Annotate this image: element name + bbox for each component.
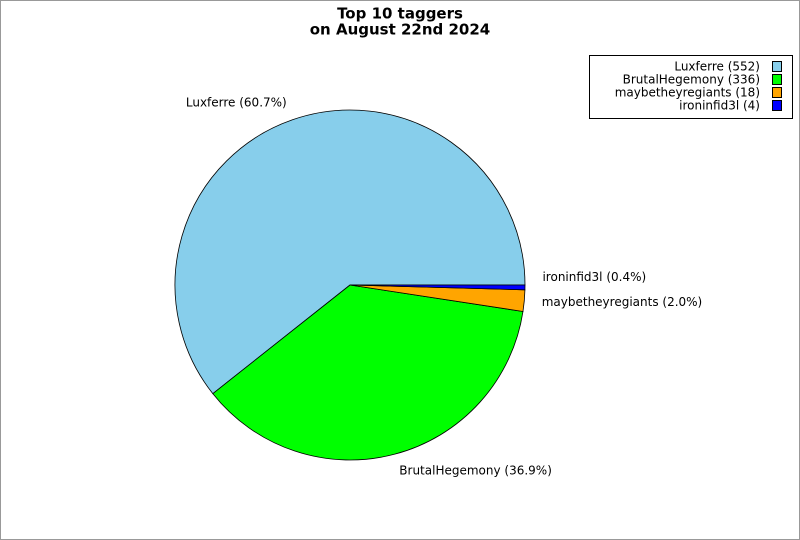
chart-title: on August 22nd 2024 [310, 21, 491, 39]
slice-label: maybetheyregiants (2.0%) [542, 295, 703, 309]
pie-slice [174, 109, 526, 395]
legend-swatch [772, 100, 782, 111]
legend-label: Luxferre (552) [674, 60, 760, 74]
legend-swatch [772, 74, 782, 85]
pie-slice [212, 284, 524, 461]
legend-box [589, 55, 793, 119]
legend-label: BrutalHegemony (336) [623, 73, 760, 87]
pie-slice [349, 284, 526, 291]
slice-label: ironinfid3l (0.4%) [542, 270, 646, 284]
legend-swatch [772, 87, 782, 98]
legend-swatch [772, 61, 782, 72]
slice-label: BrutalHegemony (36.9%) [399, 464, 552, 478]
legend-label: maybetheyregiants (18) [615, 86, 760, 100]
legend-label: ironinfid3l (4) [679, 99, 760, 113]
chart-title: Top 10 taggers [337, 5, 463, 23]
slice-label: Luxferre (60.7%) [186, 96, 287, 110]
